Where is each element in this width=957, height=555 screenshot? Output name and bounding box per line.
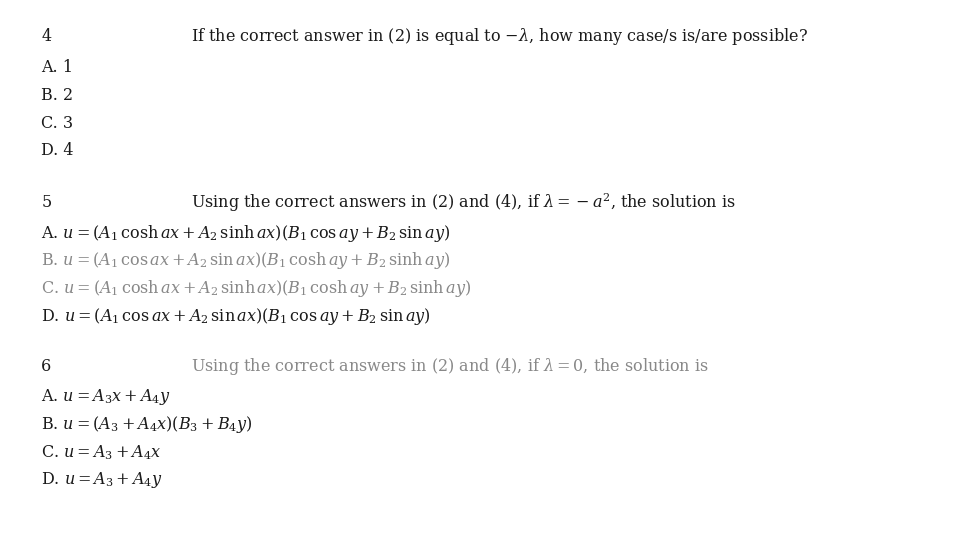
Text: 4: 4 <box>41 28 52 44</box>
Text: 6: 6 <box>41 358 52 375</box>
Text: Using the correct answers in (2) and (4), if $\lambda = 0$, the solution is: Using the correct answers in (2) and (4)… <box>191 356 709 377</box>
Text: B. 2: B. 2 <box>41 87 74 104</box>
Text: C. $u = (A_1\,\cosh ax + A_2\,\sinh ax)(B_1\,\cosh ay + B_2\,\sinh ay)$: C. $u = (A_1\,\cosh ax + A_2\,\sinh ax)(… <box>41 278 472 299</box>
Text: If the correct answer in (2) is equal to $-\lambda$, how many case/s is/are poss: If the correct answer in (2) is equal to… <box>191 26 809 47</box>
Text: C. $u = A_3 + A_4 x$: C. $u = A_3 + A_4 x$ <box>41 443 162 462</box>
Text: B. $u = (A_1\,\cos ax + A_2\,\sin ax)(B_1\,\cosh ay + B_2\,\sinh ay)$: B. $u = (A_1\,\cos ax + A_2\,\sin ax)(B_… <box>41 250 451 271</box>
Text: A. $u = (A_1\,\cosh ax + A_2\,\sinh ax)(B_1\,\cos ay + B_2\,\sin ay)$: A. $u = (A_1\,\cosh ax + A_2\,\sinh ax)(… <box>41 223 451 244</box>
Text: D. $u = A_3 + A_4 y$: D. $u = A_3 + A_4 y$ <box>41 470 163 490</box>
Text: Using the correct answers in (2) and (4), if $\lambda = -a^2$, the solution is: Using the correct answers in (2) and (4)… <box>191 191 736 214</box>
Text: D. 4: D. 4 <box>41 143 74 159</box>
Text: A. $u = A_3 x + A_4 y$: A. $u = A_3 x + A_4 y$ <box>41 387 170 407</box>
Text: C. 3: C. 3 <box>41 115 74 132</box>
Text: D. $u = (A_1\,\cos ax + A_2\,\sin ax)(B_1\,\cos ay + B_2\,\sin ay)$: D. $u = (A_1\,\cos ax + A_2\,\sin ax)(B_… <box>41 306 431 327</box>
Text: B. $u = (A_3 + A_4 x)(B_3 + B_4 y)$: B. $u = (A_3 + A_4 x)(B_3 + B_4 y)$ <box>41 414 253 435</box>
Text: 5: 5 <box>41 194 52 211</box>
Text: A. 1: A. 1 <box>41 59 73 76</box>
